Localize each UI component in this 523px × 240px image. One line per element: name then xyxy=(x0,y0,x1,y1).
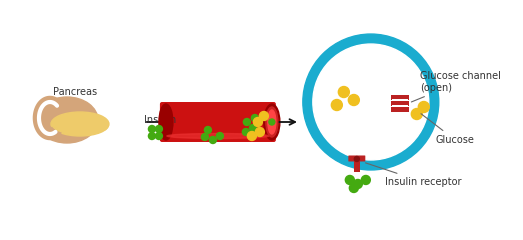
FancyBboxPatch shape xyxy=(160,102,276,142)
Ellipse shape xyxy=(167,133,269,138)
FancyBboxPatch shape xyxy=(391,107,409,112)
Ellipse shape xyxy=(268,110,276,134)
Ellipse shape xyxy=(52,114,104,134)
Text: Pancreas: Pancreas xyxy=(53,87,97,97)
Circle shape xyxy=(155,126,163,132)
Circle shape xyxy=(243,119,251,126)
Circle shape xyxy=(201,133,208,140)
Circle shape xyxy=(242,128,249,136)
Ellipse shape xyxy=(264,104,280,140)
Ellipse shape xyxy=(51,112,109,136)
Circle shape xyxy=(303,34,439,170)
Circle shape xyxy=(348,95,359,106)
Circle shape xyxy=(332,100,343,110)
Text: Glucose channel
(open): Glucose channel (open) xyxy=(412,71,501,102)
Circle shape xyxy=(269,119,275,125)
Circle shape xyxy=(149,132,155,139)
Ellipse shape xyxy=(266,107,278,137)
FancyBboxPatch shape xyxy=(391,101,409,106)
Ellipse shape xyxy=(159,104,173,140)
Circle shape xyxy=(345,175,354,185)
FancyBboxPatch shape xyxy=(392,99,408,101)
Circle shape xyxy=(209,137,217,144)
FancyBboxPatch shape xyxy=(348,156,366,162)
FancyBboxPatch shape xyxy=(354,158,360,172)
Circle shape xyxy=(354,180,362,188)
Circle shape xyxy=(255,127,264,137)
Circle shape xyxy=(361,175,370,185)
Circle shape xyxy=(217,132,223,139)
FancyBboxPatch shape xyxy=(391,95,409,100)
Text: Insulin receptor: Insulin receptor xyxy=(366,163,461,187)
Circle shape xyxy=(418,102,429,113)
Circle shape xyxy=(313,44,429,160)
Circle shape xyxy=(252,114,258,121)
Circle shape xyxy=(253,118,263,126)
FancyBboxPatch shape xyxy=(392,105,408,107)
Circle shape xyxy=(338,86,349,97)
Ellipse shape xyxy=(36,97,98,143)
Ellipse shape xyxy=(96,120,108,131)
Text: Glucose: Glucose xyxy=(421,114,475,145)
Circle shape xyxy=(149,126,155,132)
Circle shape xyxy=(249,125,256,132)
Circle shape xyxy=(155,132,163,139)
Circle shape xyxy=(354,156,359,162)
Circle shape xyxy=(247,132,256,140)
Circle shape xyxy=(349,183,358,192)
Circle shape xyxy=(204,126,211,133)
Text: Insulin: Insulin xyxy=(144,115,176,125)
Circle shape xyxy=(411,108,422,120)
Circle shape xyxy=(259,112,268,120)
